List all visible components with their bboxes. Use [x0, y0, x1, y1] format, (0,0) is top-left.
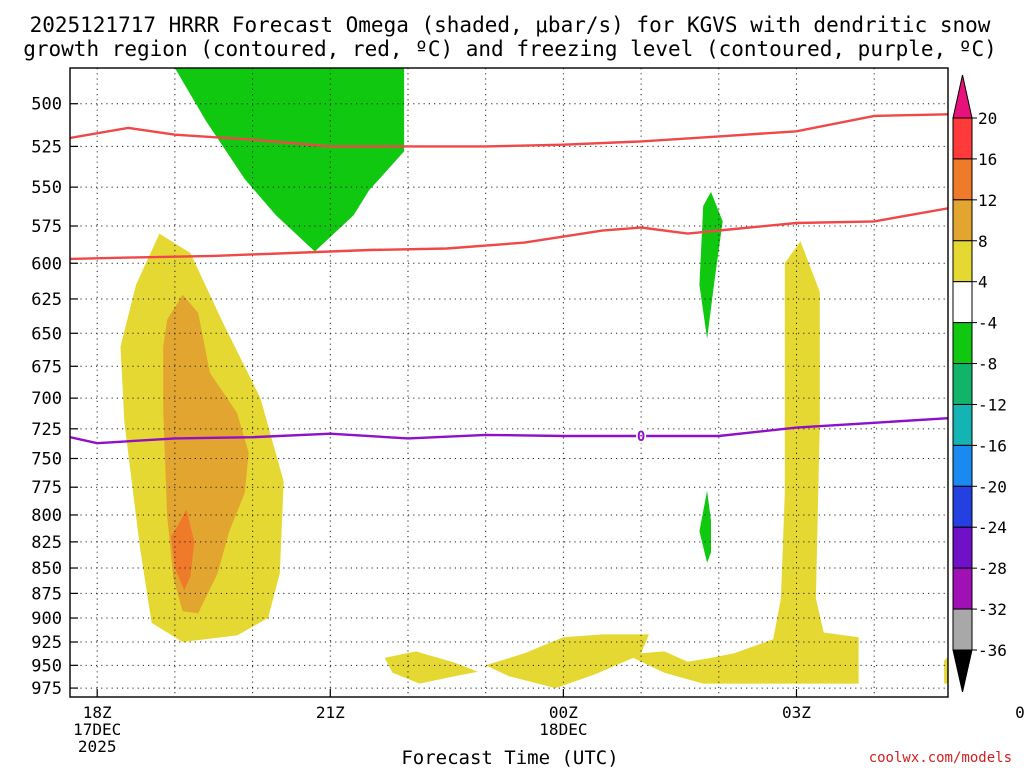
colorbar-label-13: -36	[978, 641, 1007, 660]
colorbar-label-10: -24	[978, 518, 1007, 537]
colorbar-label-2: 12	[978, 191, 997, 210]
y-tick-label-525: 525	[31, 137, 62, 157]
y-tick-label-675: 675	[31, 357, 62, 377]
omega-region--8to-4-0	[174, 68, 405, 252]
plot-area: 0500525550575600625650675700725750775800…	[31, 67, 1024, 756]
dgz-contour-1	[70, 207, 948, 261]
omega-region-4to8-3	[944, 656, 948, 684]
y-tick-label-550: 550	[31, 178, 62, 198]
y-tick-label-750: 750	[31, 450, 62, 470]
colorbar-bin-12	[952, 608, 973, 651]
y-tick-label-600: 600	[31, 254, 62, 274]
colorbar-bin-3	[952, 240, 973, 283]
y-tick-label-950: 950	[31, 656, 62, 676]
x-tick-label-06Z: 06Z	[1015, 703, 1024, 722]
plot-inner: 0	[70, 68, 948, 697]
y-tick-label-975: 975	[31, 679, 62, 699]
colorbar-bin-11	[952, 567, 973, 610]
y-tick-label-725: 725	[31, 420, 62, 440]
colorbar-bin-9	[952, 485, 973, 528]
colorbar-label-11: -28	[978, 559, 1007, 578]
y-tick-label-875: 875	[31, 584, 62, 604]
omega-region-4to8-2	[485, 241, 859, 689]
colorbar-bin-8	[952, 444, 973, 487]
colorbar-label-6: -8	[978, 355, 997, 374]
omega-region--8to-4-1	[699, 191, 723, 339]
x-tick-sublabel-00Z: 18DEC	[539, 720, 587, 739]
x-tick-sublabel2-18Z: 2025	[78, 737, 117, 756]
colorbar-bin-0	[952, 117, 973, 160]
colorbar-label-4: 4	[978, 273, 988, 292]
y-tick-label-825: 825	[31, 533, 62, 553]
omega-region-12to16-0	[171, 509, 195, 591]
chart-title-line1: 2025121717 HRRR Forecast Omega (shaded, …	[30, 13, 991, 37]
y-tick-label-625: 625	[31, 290, 62, 310]
x-tick-label-00Z: 00Z	[549, 703, 578, 722]
x-tick-label-03Z: 03Z	[782, 703, 811, 722]
colorbar-bin-4	[952, 281, 973, 324]
freezing-level-label-bg	[636, 427, 647, 444]
y-tick-label-700: 700	[31, 389, 62, 409]
y-tick-label-800: 800	[31, 506, 62, 526]
y-tick-label-925: 925	[31, 633, 62, 653]
colorbar-label-1: 16	[978, 150, 997, 169]
y-tick-label-575: 575	[31, 217, 62, 237]
colorbar-label-5: -4	[978, 314, 997, 333]
colorbar-label-3: 8	[978, 232, 988, 251]
freezing-level-label: 0	[637, 429, 645, 445]
y-tick-label-775: 775	[31, 478, 62, 498]
colorbar-label-0: 20	[978, 109, 997, 128]
y-tick-label-850: 850	[31, 559, 62, 579]
colorbar-label-12: -32	[978, 600, 1007, 619]
plot-frame	[69, 67, 949, 698]
colorbar-bin-2	[952, 199, 973, 242]
colorbar-bin-10	[952, 526, 973, 569]
colorbar: 20 16 12 8 4 -4 -8 -12 -16 -20 -24 -28 -32 -36	[952, 74, 1007, 693]
x-tick-sublabel-18Z: 17DEC	[73, 720, 121, 739]
colorbar-bin-5	[952, 322, 973, 365]
credit-text: coolwx.com/models	[869, 750, 1012, 766]
y-tick-label-500: 500	[31, 95, 62, 115]
omega-region-4to8-1	[384, 651, 478, 684]
dgz-contour-0	[70, 113, 948, 148]
omega-region--8to-4-2	[699, 490, 711, 563]
y-tick-label-900: 900	[31, 609, 62, 629]
colorbar-bottom-arrow	[952, 649, 973, 693]
x-tick-label-21Z: 21Z	[316, 703, 345, 722]
chart-title-line2: growth region (contoured, red, ºC) and f…	[23, 37, 997, 61]
colorbar-label-9: -20	[978, 477, 1007, 496]
colorbar-label-7: -12	[978, 395, 1007, 414]
colorbar-bin-7	[952, 403, 973, 446]
x-axis-label: Forecast Time (UTC)	[401, 747, 618, 768]
x-tick-label-18Z: 18Z	[83, 703, 112, 722]
y-tick-label-650: 650	[31, 324, 62, 344]
colorbar-label-8: -16	[978, 436, 1007, 455]
freezing-level-line	[70, 416, 948, 445]
colorbar-bin-1	[952, 158, 973, 201]
colorbar-bin-6	[952, 363, 973, 405]
